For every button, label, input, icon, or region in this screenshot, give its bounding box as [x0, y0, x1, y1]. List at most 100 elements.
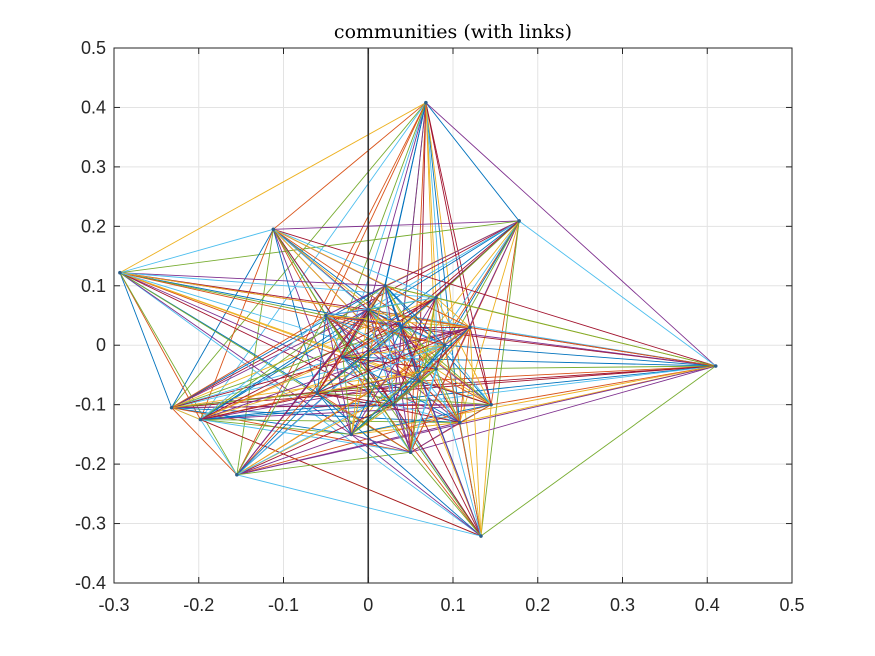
link-line [236, 315, 327, 476]
link-line [317, 297, 437, 394]
x-tick-label: 0.4 [695, 595, 720, 615]
link-line [419, 365, 716, 382]
y-tick-label: 0.2 [81, 216, 106, 236]
link-line [367, 102, 427, 310]
link-line [384, 285, 420, 382]
link-line [435, 220, 520, 370]
link-line [444, 220, 520, 346]
x-tick-label: 0.3 [610, 595, 635, 615]
link-line [119, 228, 274, 274]
link-line [384, 285, 492, 405]
link-line [119, 272, 411, 453]
link-line [119, 272, 326, 316]
link-line [518, 220, 716, 367]
link-line [425, 102, 520, 222]
link-line [410, 102, 427, 453]
link-line [325, 315, 344, 358]
link-line [325, 315, 352, 435]
community-node [457, 420, 462, 425]
community-node [271, 227, 276, 232]
link-line [171, 309, 369, 409]
link-line [200, 285, 386, 420]
community-node [383, 283, 388, 288]
link-line [367, 309, 437, 370]
link-line [384, 285, 461, 423]
community-node [424, 100, 428, 105]
y-tick-label: -0.3 [75, 514, 106, 534]
link-line [317, 368, 437, 394]
link-line [200, 419, 411, 453]
link-line [350, 327, 471, 435]
y-tick-label: 0.5 [81, 38, 106, 58]
link-line [316, 315, 327, 393]
community-node [468, 325, 472, 330]
community-node [713, 364, 718, 368]
y-tick-label: 0 [96, 335, 106, 355]
link-line [350, 344, 445, 435]
link-line [410, 365, 716, 453]
link-line [236, 433, 352, 476]
link-line [317, 392, 394, 406]
link-line [273, 228, 445, 346]
link-line [401, 326, 445, 346]
y-axis-ticks: -0.4 -0.3 -0.2 -0.1 0 0.1 0.2 0.3 0.4 0.5 [75, 38, 792, 593]
community-node [198, 417, 203, 422]
link-line [350, 297, 437, 435]
link-line [272, 229, 344, 358]
link-line [480, 220, 520, 537]
link-line [435, 297, 716, 367]
link-line [418, 380, 461, 423]
link-line [342, 102, 427, 358]
link-line [325, 315, 470, 328]
link-line [171, 285, 386, 409]
y-tick-label: -0.4 [75, 573, 106, 593]
link-line [435, 327, 471, 370]
link-line [325, 315, 445, 346]
community-node [400, 325, 404, 330]
community-node [118, 270, 122, 275]
community-node [479, 534, 483, 538]
community-nodes [118, 100, 718, 538]
link-line [273, 228, 403, 328]
link-line [435, 220, 520, 298]
link-line [317, 365, 716, 394]
link-line [425, 102, 437, 298]
link-line [342, 220, 520, 358]
link-line [410, 380, 420, 453]
community-node [417, 379, 421, 383]
link-line [435, 368, 482, 537]
link-line [342, 357, 352, 435]
link-line [393, 365, 716, 406]
link-line [317, 326, 471, 394]
community-node [324, 313, 328, 318]
link-line [273, 228, 437, 299]
link-line [351, 433, 411, 453]
y-tick-label: -0.1 [75, 395, 106, 415]
link-line [491, 365, 716, 406]
link-line [171, 404, 394, 409]
link-line [480, 404, 492, 537]
link-line [384, 285, 412, 453]
link-line [200, 326, 471, 420]
link-line [273, 102, 427, 230]
link-line [236, 327, 471, 476]
link-line [435, 368, 461, 423]
link-line [444, 344, 492, 405]
link-line [444, 327, 471, 346]
link-line [200, 419, 460, 423]
link-line [236, 285, 386, 476]
y-tick-label: 0.3 [81, 157, 106, 177]
x-tick-label: -0.2 [183, 595, 214, 615]
link-line [436, 365, 716, 370]
link-line [200, 404, 492, 420]
link-line [236, 451, 411, 476]
link-line [351, 368, 437, 435]
link-line [236, 474, 482, 537]
link-line [236, 392, 318, 476]
link-line [119, 220, 520, 274]
community-node [408, 450, 413, 455]
link-line [368, 309, 471, 328]
link-line [435, 297, 471, 328]
link-line [317, 344, 445, 394]
